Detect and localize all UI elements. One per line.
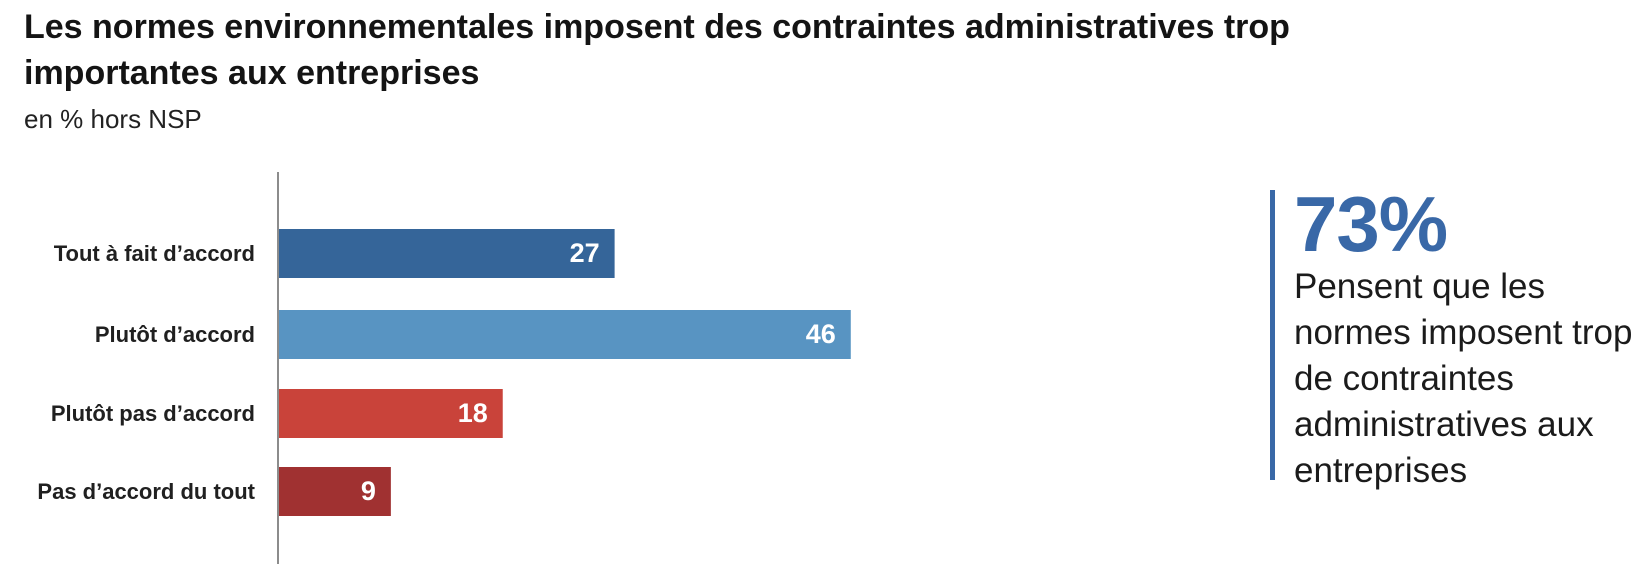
bar	[279, 310, 851, 359]
chart-title: Les normes environnementales imposent de…	[24, 8, 1290, 92]
bar	[279, 467, 391, 516]
callout-accent-bar	[1270, 190, 1275, 480]
bar-value-label: 9	[361, 476, 376, 506]
chart-subtitle: en % hors NSP	[24, 104, 202, 134]
category-label: Pas d’accord du tout	[37, 479, 255, 504]
bar-value-label: 18	[458, 398, 488, 428]
category-label: Plutôt pas d’accord	[51, 401, 255, 426]
category-label: Plutôt d’accord	[95, 322, 255, 347]
bar	[279, 229, 615, 278]
bar-value-label: 27	[570, 238, 600, 268]
callout-percent: 73%	[1294, 180, 1448, 268]
category-label: Tout à fait d’accord	[54, 241, 255, 266]
bar	[279, 389, 503, 438]
bar-value-label: 46	[806, 319, 836, 349]
callout-text: Pensent que les normes imposent trop de …	[1294, 267, 1633, 490]
summary-callout: 73% Pensent que les normes imposent trop…	[1270, 180, 1640, 490]
